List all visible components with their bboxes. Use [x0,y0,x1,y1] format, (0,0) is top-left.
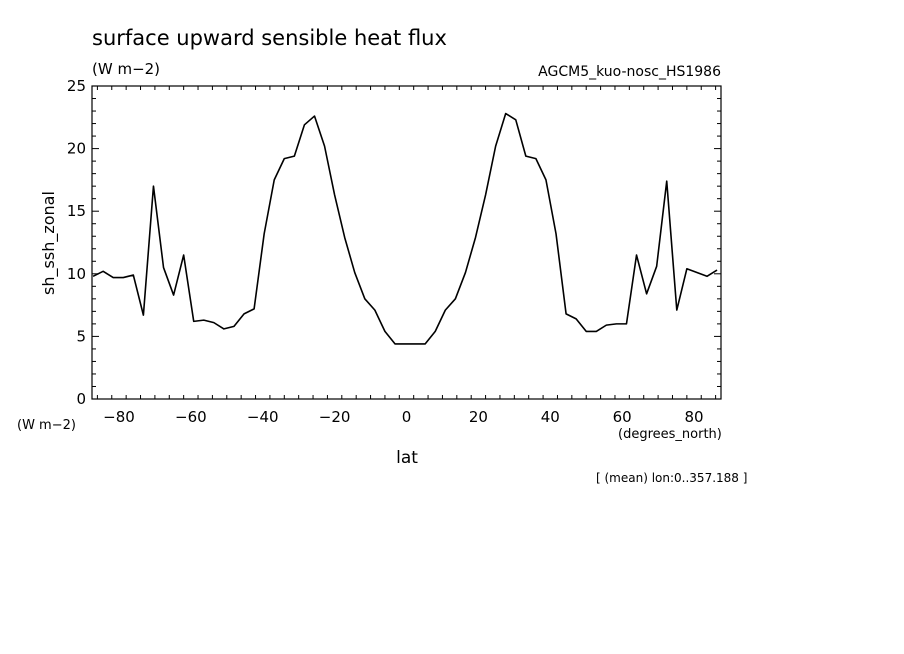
footnote: [ (mean) lon:0..357.188 ] [596,471,747,485]
chart-title: surface upward sensible heat flux [92,26,447,50]
x-unit-label: (degrees_north) [618,427,722,442]
y-axis-label: sh_ssh_zonal [39,191,59,295]
x-tick-label: 40 [541,408,560,426]
x-tick-label: −20 [319,408,351,426]
y-tick-label: 25 [67,77,86,95]
x-tick-label: 60 [613,408,632,426]
x-tick-label: 80 [684,408,703,426]
y-tick-label: 10 [67,265,86,283]
y-tick-labels: 0 5 10 15 20 25 [67,77,86,408]
series-line [92,112,718,345]
chart-subtitle: (W m−2) [92,60,160,78]
x-tick-label: −60 [175,408,207,426]
plot-frame [91,85,722,400]
x-tick-label: −40 [247,408,279,426]
y-unit-label: (W m−2) [17,418,76,433]
y-tick-label: 0 [76,390,86,408]
y-tick-label: 5 [76,327,86,345]
run-label: AGCM5_kuo-nosc_HS1986 [538,64,721,80]
axis-ticks [92,85,721,400]
x-axis-label: lat [396,448,418,468]
x-tick-label: 0 [402,408,412,426]
x-tick-label: −80 [103,408,135,426]
y-tick-label: 20 [67,140,86,158]
x-tick-label: 20 [469,408,488,426]
x-tick-labels: −80 −60 −40 −20 0 20 40 60 80 [103,408,703,426]
y-tick-label: 15 [67,202,86,220]
